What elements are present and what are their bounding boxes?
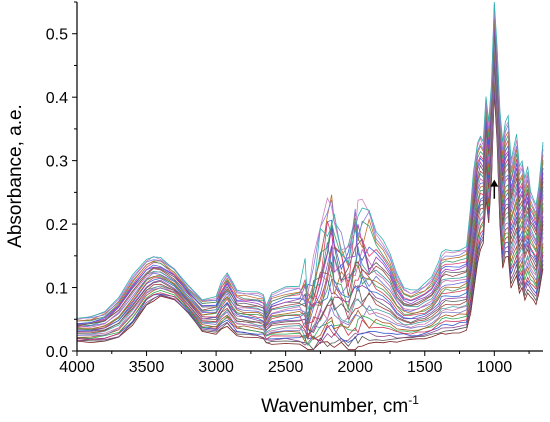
spectrum-line [76, 22, 544, 325]
plot-area [76, 1, 544, 351]
y-tick-label: 0.3 [46, 154, 68, 171]
x-tick-label: 3000 [198, 359, 234, 376]
spectrum-line [76, 28, 544, 327]
spectrum-line [76, 1, 544, 319]
axes: 4000 3500 3000 2500 2000 1500 1000 0.00.10.20.… [46, 1, 543, 376]
y-axis-title: Absorbance, a.e. [5, 104, 26, 248]
series-layer [76, 1, 544, 351]
y-tick-label: 0.2 [46, 217, 68, 234]
spectrum-line [76, 27, 544, 325]
x-tick-label: 2000 [337, 359, 373, 376]
x-tick-label: 3500 [129, 359, 165, 376]
spectrum-line [76, 73, 544, 343]
spectrum-line [76, 3, 544, 321]
y-ticks: 0.0 0.1 0.2 0.3 0.4 0.5 [46, 1, 77, 361]
spectrum-line [76, 44, 544, 331]
spectrum-line [76, 10, 544, 322]
spectrum-line [76, 75, 544, 347]
y-tick-label: 0.1 [46, 281, 68, 298]
x-ticks: 4000 3500 3000 2500 2000 1500 1000 [59, 351, 530, 376]
x-tick-label: 1000 [477, 359, 513, 376]
spectrum-line [76, 42, 544, 331]
spectrum-line [76, 59, 544, 341]
x-axis-title: Wavenumber, cm-1 [261, 393, 419, 417]
spectrum-line [76, 50, 544, 331]
arrow-layer [490, 179, 499, 199]
x-tick-label: 2500 [268, 359, 304, 376]
x-tick-label: 4000 [59, 359, 95, 376]
arrow-up-icon [490, 179, 499, 187]
spectrum-line [76, 38, 544, 328]
spectrum-line [76, 7, 544, 319]
y-tick-label: 0.0 [46, 344, 68, 361]
spectrum-line [76, 33, 544, 326]
spectrum-line [76, 48, 544, 331]
spectrum-line [76, 19, 544, 325]
spectrum-line [76, 68, 544, 339]
y-tick-label: 0.4 [46, 90, 68, 107]
spectrum-line [76, 17, 544, 322]
spectrum-line [76, 82, 544, 343]
y-tick-label: 0.5 [46, 27, 68, 44]
spectrum-line [76, 84, 544, 346]
spectrum-line [77, 56, 544, 334]
spectrum-line [76, 66, 544, 340]
spectrum-line [76, 64, 544, 338]
x-tick-label: 1500 [407, 359, 443, 376]
spectrum-line [76, 91, 544, 351]
spectrum-line [76, 87, 544, 351]
spectrum-line [77, 14, 544, 322]
spectrum-line [76, 36, 544, 328]
